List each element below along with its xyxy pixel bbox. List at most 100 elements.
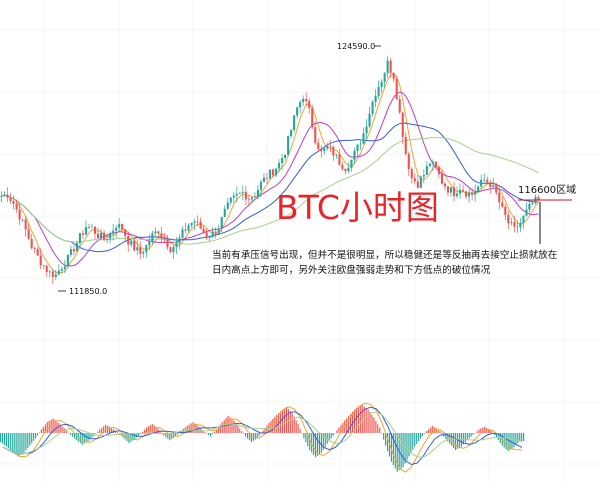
macd-histogram-bar [233, 420, 235, 433]
candle-body [139, 247, 142, 254]
candle-body [12, 200, 15, 204]
candle-body [410, 169, 413, 179]
macd-histogram-bar [338, 427, 340, 433]
candle-body [468, 192, 471, 197]
candle-body [489, 182, 492, 187]
candle-body [232, 195, 235, 198]
candle-body [477, 186, 480, 192]
macd-histogram-bar [81, 433, 83, 445]
macd-histogram-bar [157, 428, 159, 433]
candle-body [374, 95, 377, 102]
macd-histogram-bar [293, 416, 295, 433]
macd-histogram-bar [143, 429, 146, 433]
candle-body [21, 219, 24, 221]
candle-body [175, 242, 178, 247]
macd-histogram-bar [285, 406, 287, 433]
macd-histogram-bar [116, 432, 118, 433]
macd-histogram-bar [108, 426, 111, 433]
macd-histogram-bar [503, 433, 505, 448]
candle-body [501, 202, 504, 207]
macd-dea-line [2, 406, 523, 466]
candle-body [413, 178, 416, 182]
macd-histogram-bar [299, 428, 301, 433]
macd-histogram-bar [110, 427, 112, 433]
macd-histogram-bar [392, 433, 394, 466]
macd-histogram-bar [1, 433, 4, 444]
macd-histogram-bar [322, 433, 324, 450]
candle-body [398, 99, 401, 113]
macd-histogram-bar [326, 433, 328, 444]
candle-body [434, 161, 437, 168]
candle-body [446, 186, 450, 193]
candle-body [416, 181, 419, 188]
candle-body [178, 237, 181, 243]
macd-histogram-bar [122, 433, 124, 438]
candle-body [380, 81, 383, 88]
macd-histogram-bar [208, 433, 210, 436]
macd-histogram-bar [256, 433, 258, 439]
macd-histogram-bar [476, 431, 478, 433]
macd-histogram-bar [416, 433, 418, 444]
candle-body [66, 254, 69, 267]
macd-histogram-bar [280, 411, 282, 433]
moving-average-line-3 [1, 122, 539, 253]
candle-body [498, 192, 501, 203]
macd-histogram-bar [478, 429, 480, 433]
candle-body [308, 101, 311, 109]
macd-histogram-bar [237, 425, 239, 433]
candle-body [455, 193, 459, 197]
macd-histogram-bar [318, 433, 321, 455]
macd-histogram-bar [192, 422, 194, 433]
macd-histogram-bar [99, 429, 101, 433]
candle-body [483, 179, 486, 181]
macd-histogram-bar [23, 433, 25, 453]
candle-body [84, 227, 88, 235]
macd-histogram-bar [460, 433, 462, 447]
macd-histogram-bar [336, 430, 338, 433]
macd-histogram-bar [486, 427, 488, 433]
candle-body [154, 231, 157, 234]
macd-histogram-bar [394, 433, 396, 469]
macd-histogram-bar [103, 426, 105, 433]
macd-histogram-bar [303, 433, 305, 439]
macd-histogram-bar [206, 433, 208, 434]
macd-histogram-bar [204, 432, 206, 433]
candle-body [109, 233, 112, 239]
macd-histogram-bar [215, 429, 217, 433]
macd-signal-line [2, 411, 523, 458]
candle-body [136, 247, 139, 251]
candle-body [365, 126, 368, 134]
macd-histogram-bar [101, 427, 103, 433]
macd-histogram-bar [25, 433, 27, 451]
macd-histogram-bar [406, 433, 408, 460]
macd-histogram-bar [468, 433, 470, 439]
macd-histogram-bar [488, 429, 490, 433]
macd-histogram-bar [44, 424, 46, 433]
candle-body [353, 150, 356, 160]
candle-body [148, 241, 151, 246]
macd-histogram-bar [79, 433, 81, 444]
macd-histogram-bar [289, 411, 291, 433]
macd-histogram-bar [418, 433, 420, 442]
macd-histogram-bar [15, 433, 17, 455]
macd-histogram-bar [134, 433, 136, 440]
macd-histogram-bar [91, 433, 93, 438]
candle-body [208, 236, 211, 238]
macd-histogram-bar [71, 433, 74, 437]
macd-histogram-bar [50, 419, 52, 433]
candle-body [60, 268, 63, 271]
candle-body [18, 209, 21, 220]
macd-histogram-bar [95, 433, 97, 434]
candle-body [437, 167, 440, 175]
candle-body [401, 112, 404, 137]
macd-histogram-bar [365, 408, 367, 433]
macd-histogram-bar [523, 433, 525, 442]
macd-histogram-bar [363, 406, 365, 433]
macd-histogram-bar [0, 433, 2, 442]
macd-histogram-bar [235, 423, 237, 433]
macd-histogram-bar [124, 433, 126, 440]
macd-histogram-bar [456, 433, 459, 449]
candle-body [244, 191, 247, 200]
candle-body [495, 185, 498, 193]
